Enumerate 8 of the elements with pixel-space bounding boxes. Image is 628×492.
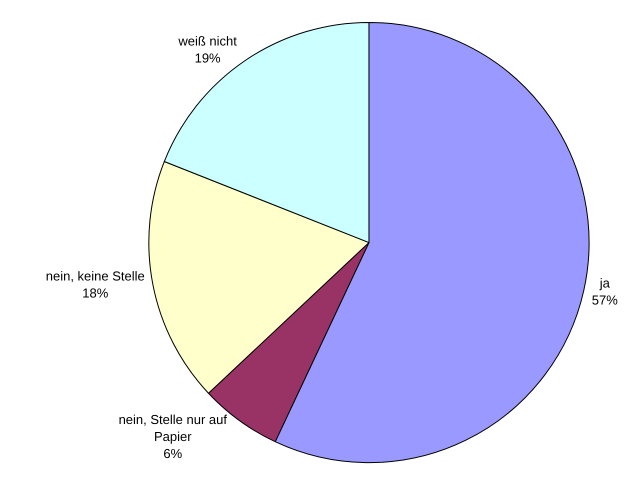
slice-label: ja	[598, 275, 611, 290]
data-label: 57%	[592, 292, 618, 308]
data-label: 19%	[194, 50, 222, 66]
data-label: 18%	[82, 285, 109, 300]
slice-label: nein, Stelle nur auf Papier	[118, 412, 228, 444]
slice-label: weiß nicht	[177, 34, 238, 49]
data-label: 6%	[163, 446, 183, 461]
slice-label: nein, keine Stelle	[46, 268, 145, 284]
